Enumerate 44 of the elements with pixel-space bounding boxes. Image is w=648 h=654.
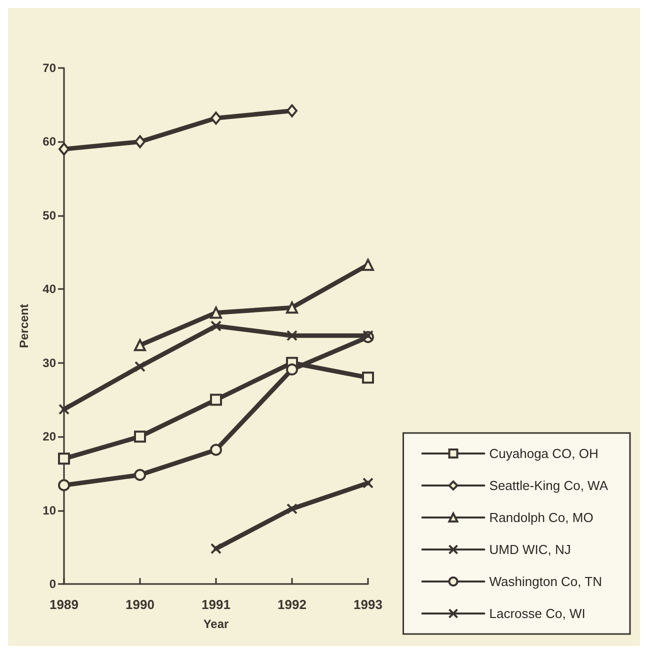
- point: [362, 258, 374, 271]
- x-tick-label: 1991: [202, 597, 230, 612]
- y-axis-title: Percent: [17, 304, 31, 348]
- y-tick-label: 70: [42, 61, 56, 75]
- x-tick-label: 1992: [278, 597, 306, 612]
- y-tick-label: 30: [42, 356, 56, 370]
- y-tick-label: 10: [42, 503, 56, 518]
- y-tick-label: 40: [42, 282, 56, 296]
- point: [286, 363, 298, 376]
- point: [134, 468, 146, 481]
- legend-label: Lacrosse Co, WI: [489, 606, 586, 621]
- point: [362, 478, 374, 489]
- x-axis-title: Year: [203, 617, 230, 631]
- point: [286, 503, 298, 514]
- y-tick-label: 0: [49, 577, 56, 591]
- point: [58, 479, 70, 492]
- point: [210, 394, 222, 406]
- legend-label: UMD WIC, NJ: [489, 542, 571, 557]
- point: [58, 452, 70, 465]
- point: [210, 112, 222, 125]
- point: [134, 339, 146, 352]
- point: [210, 320, 222, 332]
- point: [286, 302, 298, 314]
- point: [58, 404, 70, 415]
- point: [210, 444, 222, 456]
- point: [58, 142, 70, 156]
- y-tick-label: 50: [42, 208, 56, 222]
- point: [134, 361, 146, 372]
- point: [134, 430, 146, 443]
- legend-label: Washington Co, TN: [489, 574, 602, 589]
- point: [362, 372, 374, 384]
- x-tick-label: 1989: [50, 597, 78, 612]
- x-tick-label: 1990: [126, 597, 154, 612]
- legend-label: Randolph Co, MO: [489, 510, 594, 525]
- y-tick-label: 20: [42, 430, 56, 444]
- point: [134, 135, 146, 148]
- legend-label: Cuyahoga CO, OH: [489, 446, 598, 461]
- point: [210, 306, 222, 319]
- legend-label: Seattle-King Co, WA: [489, 478, 608, 493]
- point: [286, 104, 298, 118]
- y-tick-label: 60: [42, 134, 56, 149]
- x-tick-label: 1993: [354, 597, 382, 612]
- point: [210, 543, 222, 554]
- point: [286, 330, 298, 342]
